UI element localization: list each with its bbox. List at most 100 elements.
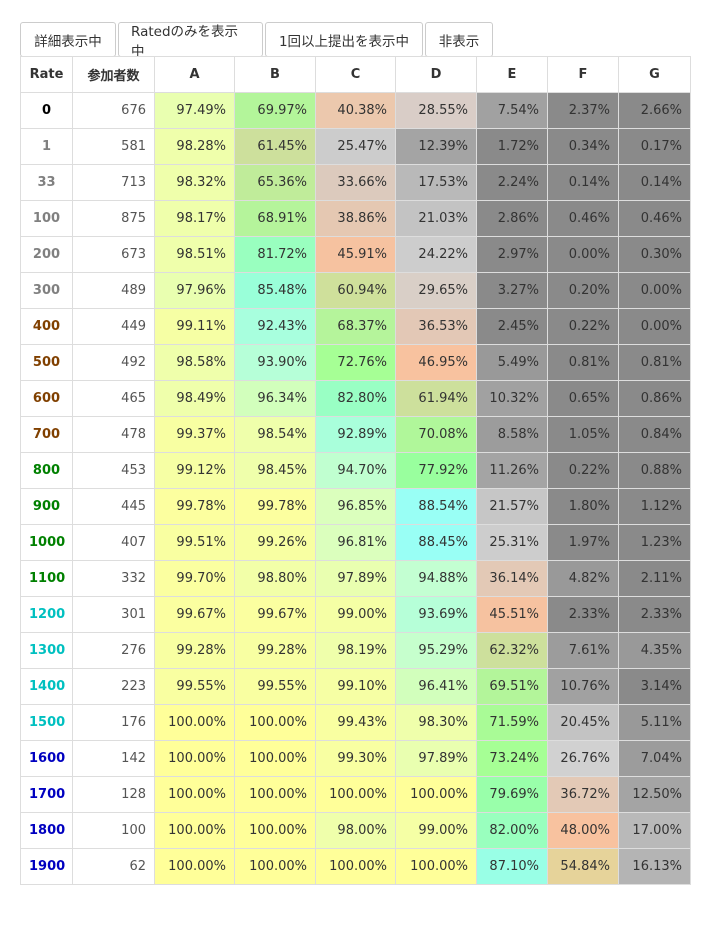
solve-rate-cell-d: 100.00% [395,848,477,885]
solve-rate-cell-f: 0.65% [547,380,619,417]
solve-rate-cell-e: 21.57% [476,488,548,525]
table-row: 600 465 98.49% 96.34% 82.80% 61.94% 10.32% 0.65… [20,380,691,417]
solve-rate-cell-a: 99.28% [154,632,235,669]
solve-rate-cell-f: 26.76% [547,740,619,777]
solve-rate-cell-a: 99.55% [154,668,235,705]
rate-cell: 1600 [20,740,73,777]
solve-rate-cell-a: 98.51% [154,236,235,273]
table-row: 1000 407 99.51% 99.26% 96.81% 88.45% 25.31% 1.9… [20,524,691,561]
table-row: 100 875 98.17% 68.91% 38.86% 21.03% 2.86% 0.46%… [20,200,691,237]
solve-rate-cell-d: 29.65% [395,272,477,309]
details-shown-button[interactable]: 詳細表示中 [20,22,116,57]
solve-rate-cell-f: 20.45% [547,704,619,741]
solve-rate-cell-e: 87.10% [476,848,548,885]
solve-rate-cell-f: 2.37% [547,92,619,129]
solve-rate-cell-c: 33.66% [315,164,396,201]
solve-rate-cell-g: 0.14% [618,164,691,201]
solve-rate-cell-g: 3.14% [618,668,691,705]
solve-rate-cell-e: 2.97% [476,236,548,273]
rate-cell: 1200 [20,596,73,633]
solve-rate-cell-f: 4.82% [547,560,619,597]
solve-rate-cell-g: 0.84% [618,416,691,453]
rate-cell: 1100 [20,560,73,597]
solve-rate-cell-e: 1.72% [476,128,548,165]
header-problem-e: E [476,56,548,93]
table-row: 1 581 98.28% 61.45% 25.47% 12.39% 1.72% 0.34% 0.… [20,128,691,165]
solve-rate-cell-g: 2.66% [618,92,691,129]
solve-rate-cell-c: 92.89% [315,416,396,453]
participant-count-cell: 676 [72,92,155,129]
table-row: 700 478 99.37% 98.54% 92.89% 70.08% 8.58% 1.05%… [20,416,691,453]
solve-rate-cell-e: 2.24% [476,164,548,201]
submitted-once-button[interactable]: 1回以上提出を表示中 [265,22,423,57]
solve-rate-cell-f: 7.61% [547,632,619,669]
solve-rate-cell-e: 79.69% [476,776,548,813]
solve-rate-cell-e: 69.51% [476,668,548,705]
solve-rate-cell-b: 100.00% [234,812,316,849]
solve-rate-cell-a: 98.28% [154,128,235,165]
participant-count-cell: 478 [72,416,155,453]
solve-rate-cell-a: 99.70% [154,560,235,597]
solve-rate-cell-c: 100.00% [315,848,396,885]
solve-rate-cell-d: 28.55% [395,92,477,129]
view-toggle-toolbar: 詳細表示中 Ratedのみを表示中 1回以上提出を表示中 非表示 [20,22,493,60]
rate-cell: 1900 [20,848,73,885]
hide-button[interactable]: 非表示 [425,22,493,57]
solve-rate-cell-e: 82.00% [476,812,548,849]
rate-cell: 500 [20,344,73,381]
rate-cell: 600 [20,380,73,417]
solve-rate-cell-f: 0.00% [547,236,619,273]
solve-rate-cell-d: 21.03% [395,200,477,237]
solve-rate-cell-c: 25.47% [315,128,396,165]
participant-count-cell: 581 [72,128,155,165]
table-row: 800 453 99.12% 98.45% 94.70% 77.92% 11.26% 0.22… [20,452,691,489]
solve-rate-cell-e: 62.32% [476,632,548,669]
solve-rate-cell-e: 11.26% [476,452,548,489]
participant-count-cell: 492 [72,344,155,381]
solve-rate-cell-f: 48.00% [547,812,619,849]
solve-rate-cell-d: 88.45% [395,524,477,561]
solve-rate-cell-a: 99.12% [154,452,235,489]
solve-rate-cell-b: 61.45% [234,128,316,165]
solve-rate-cell-a: 99.78% [154,488,235,525]
solve-rate-cell-d: 93.69% [395,596,477,633]
solve-rate-cell-b: 93.90% [234,344,316,381]
solve-rate-cell-a: 98.17% [154,200,235,237]
solve-rate-cell-a: 99.51% [154,524,235,561]
solve-rate-cell-b: 100.00% [234,848,316,885]
solve-rate-cell-e: 5.49% [476,344,548,381]
solve-rate-cell-b: 98.45% [234,452,316,489]
rate-cell: 200 [20,236,73,273]
solve-rate-cell-e: 2.86% [476,200,548,237]
participant-count-cell: 276 [72,632,155,669]
solve-rate-cell-g: 2.33% [618,596,691,633]
participant-count-cell: 62 [72,848,155,885]
rate-cell: 300 [20,272,73,309]
rated-only-button[interactable]: Ratedのみを表示中 [118,22,263,60]
solve-rate-cell-g: 0.17% [618,128,691,165]
solve-rate-cell-e: 3.27% [476,272,548,309]
solve-rate-cell-a: 98.58% [154,344,235,381]
solve-rate-cell-g: 4.35% [618,632,691,669]
rate-solve-rate-table: Rate 参加者数 A B C D E F G 0 676 97.49% 69.97%… [20,56,691,885]
participant-count-cell: 128 [72,776,155,813]
table-row: 1700 128 100.00% 100.00% 100.00% 100.00% 79.69… [20,776,691,813]
solve-rate-cell-a: 100.00% [154,776,235,813]
solve-rate-cell-g: 5.11% [618,704,691,741]
solve-rate-cell-b: 99.26% [234,524,316,561]
rate-cell: 900 [20,488,73,525]
solve-rate-cell-d: 88.54% [395,488,477,525]
solve-rate-cell-b: 100.00% [234,740,316,777]
table-row: 1400 223 99.55% 99.55% 99.10% 96.41% 69.51% 10.… [20,668,691,705]
solve-rate-cell-c: 72.76% [315,344,396,381]
solve-rate-cell-b: 100.00% [234,704,316,741]
rate-cell: 400 [20,308,73,345]
table-row: 400 449 99.11% 92.43% 68.37% 36.53% 2.45% 0.22%… [20,308,691,345]
solve-rate-cell-c: 99.10% [315,668,396,705]
solve-rate-cell-c: 99.43% [315,704,396,741]
solve-rate-cell-g: 12.50% [618,776,691,813]
rate-cell: 1500 [20,704,73,741]
solve-rate-cell-a: 100.00% [154,740,235,777]
rate-cell: 1800 [20,812,73,849]
solve-rate-cell-g: 0.88% [618,452,691,489]
